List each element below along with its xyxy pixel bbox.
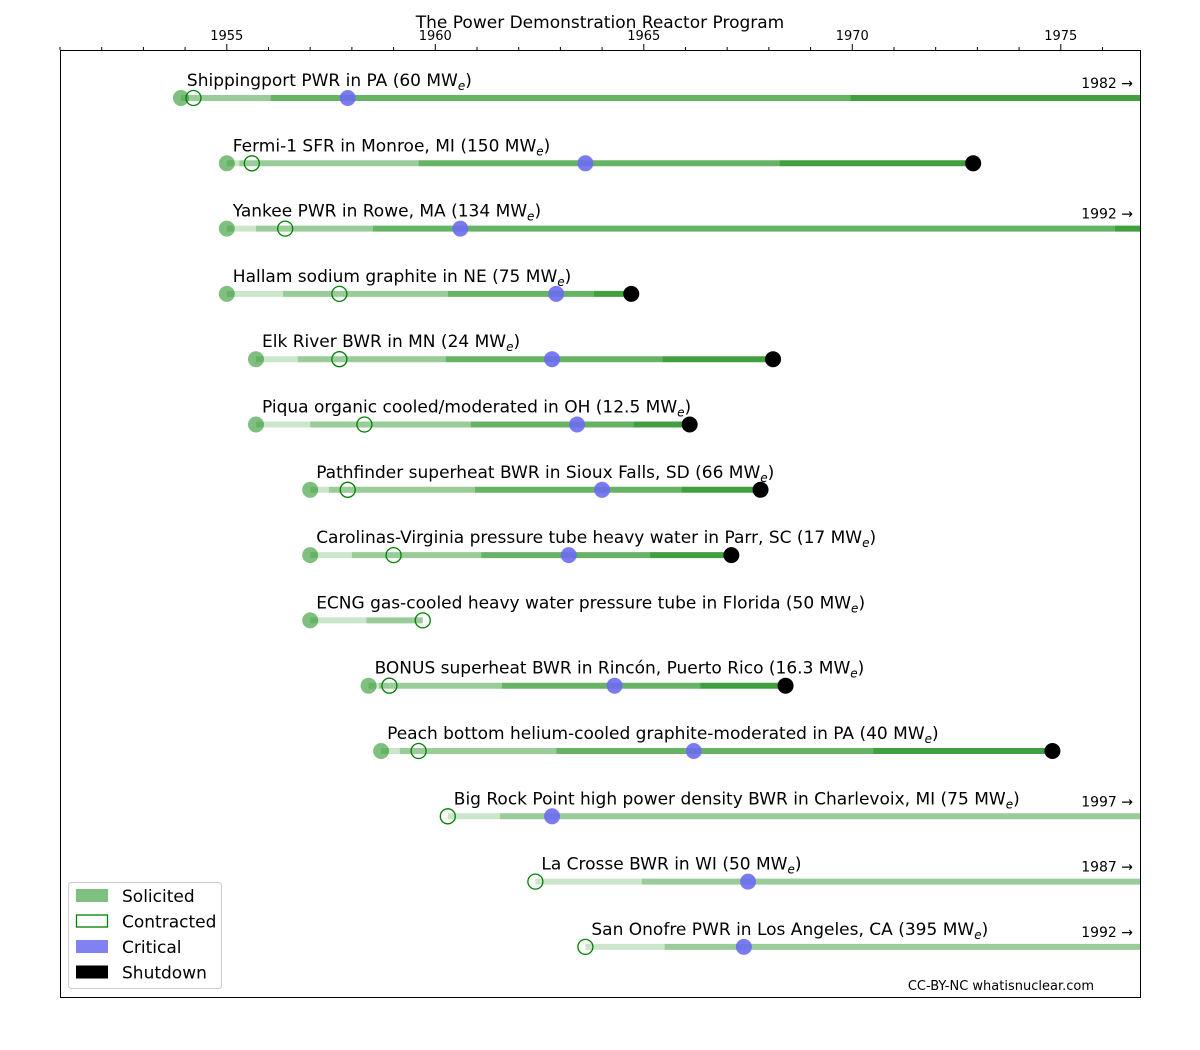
reactor-label: San Onofre PWR in Los Angeles, CA (395 M… — [591, 920, 988, 942]
critical-marker — [740, 873, 757, 890]
reactor-row: Hallam sodium graphite in NE (75 MWe) — [218, 267, 640, 303]
shutdown-marker — [777, 677, 794, 694]
shutdown-marker — [623, 285, 640, 302]
shutdown-year-label: 1987 → — [1081, 860, 1133, 876]
contracted-marker — [243, 155, 260, 172]
legend-label: Critical — [122, 938, 181, 958]
legend-label: Solicited — [122, 887, 195, 907]
reactor-label: Carolinas-Virginia pressure tube heavy w… — [316, 528, 876, 550]
solicited-marker — [373, 743, 390, 759]
reactor-label: Peach bottom helium-cooled graphite-mode… — [387, 724, 939, 746]
reactor-label: BONUS superheat BWR in Rincón, Puerto Ri… — [375, 659, 865, 681]
reactor-label: Shippingport PWR in PA (60 MWe) — [187, 71, 472, 93]
reactor-row: Carolinas-Virginia pressure tube heavy w… — [302, 528, 876, 564]
reactor-label: Fermi-1 SFR in Monroe, MI (150 MWe) — [233, 136, 551, 158]
contracted-marker — [439, 808, 456, 825]
reactor-row: San Onofre PWR in Los Angeles, CA (395 M… — [577, 920, 1140, 956]
reactor-row: Elk River BWR in MN (24 MWe) — [247, 332, 782, 368]
reactor-row: Peach bottom helium-cooled graphite-mode… — [373, 724, 1061, 760]
critical-marker — [577, 155, 594, 172]
reactor-row: BONUS superheat BWR in Rincón, Puerto Ri… — [360, 659, 865, 694]
contracted-marker — [331, 285, 348, 303]
reactor-row: ECNG gas-cooled heavy water pressure tub… — [302, 593, 865, 629]
contracted-marker — [527, 873, 544, 890]
shutdown-marker — [1044, 743, 1061, 759]
contracted-marker — [385, 546, 402, 564]
solicited-marker — [218, 285, 235, 302]
critical-marker — [452, 220, 469, 237]
reactor-row: La Crosse BWR in WI (50 MWe) 1987 → — [527, 855, 1140, 890]
critical-marker — [560, 547, 577, 564]
legend-swatch-critical — [76, 940, 108, 953]
x-tick-label: 1955 — [210, 29, 243, 44]
contracted-marker — [356, 416, 373, 433]
critical-marker — [594, 481, 611, 498]
shutdown-year-label: 1997 → — [1081, 794, 1133, 810]
shutdown-marker — [765, 351, 782, 368]
solicited-marker — [218, 220, 235, 237]
reactor-row: Fermi-1 SFR in Monroe, MI (150 MWe) — [218, 136, 982, 172]
reactor-label: Piqua organic cooled/moderated in OH (12… — [262, 398, 691, 420]
shutdown-marker — [752, 481, 769, 498]
reactor-label: ECNG gas-cooled heavy water pressure tub… — [316, 593, 865, 615]
solicited-marker — [360, 677, 377, 694]
shutdown-marker — [681, 416, 698, 433]
legend-swatch-solicited — [76, 889, 108, 902]
critical-marker — [685, 743, 702, 759]
reactor-row: Yankee PWR in Rowe, MA (134 MWe) 1992 → — [218, 202, 1140, 237]
contracted-marker — [381, 677, 398, 694]
critical-marker — [544, 808, 561, 825]
solicited-marker — [218, 155, 235, 172]
solicited-marker — [302, 612, 319, 629]
legend-box — [68, 882, 222, 989]
solicited-marker — [247, 351, 264, 368]
x-tick-label: 1965 — [627, 29, 660, 44]
contracted-marker — [277, 220, 294, 237]
legend-swatch-shutdown — [76, 965, 108, 979]
legend-label: Contracted — [122, 913, 216, 933]
reactor-row: Big Rock Point high power density BWR in… — [439, 789, 1140, 825]
contracted-marker — [331, 351, 348, 368]
contracted-marker — [185, 89, 202, 107]
solicited-marker — [302, 547, 319, 564]
legend-swatch-contracted — [75, 914, 109, 928]
credit-text: CC-BY-NC whatisnuclear.com — [908, 979, 1094, 994]
critical-marker — [606, 677, 623, 694]
critical-marker — [339, 90, 356, 106]
shutdown-year-label: 1992 → — [1081, 925, 1133, 941]
reactor-row: Pathfinder superheat BWR in Sioux Falls,… — [302, 463, 774, 498]
shutdown-marker — [965, 155, 982, 172]
critical-marker — [544, 351, 561, 368]
solicited-marker — [247, 416, 264, 433]
chart-title: The Power Demonstration Reactor Program — [415, 13, 784, 33]
critical-marker — [548, 285, 565, 302]
contracted-marker — [414, 612, 431, 629]
x-tick-label: 1960 — [419, 29, 452, 44]
contracted-marker — [339, 481, 356, 498]
contracted-marker — [410, 742, 427, 760]
x-tick-label: 1970 — [836, 29, 869, 44]
shutdown-year-label: 1982 → — [1081, 76, 1133, 92]
critical-marker — [569, 416, 586, 433]
critical-marker — [735, 938, 752, 955]
shutdown-marker — [723, 547, 740, 564]
solicited-marker — [172, 90, 189, 106]
reactor-label: Hallam sodium graphite in NE (75 MWe) — [233, 267, 572, 289]
reactor-label: La Crosse BWR in WI (50 MWe) — [541, 855, 801, 877]
reactor-label: Yankee PWR in Rowe, MA (134 MWe) — [232, 202, 541, 224]
plot-frame — [60, 50, 1141, 998]
reactor-label: Big Rock Point high power density BWR in… — [454, 789, 1020, 811]
reactor-label: Elk River BWR in MN (24 MWe) — [262, 332, 520, 354]
x-tick-label: 1975 — [1044, 29, 1077, 44]
reactor-label: Pathfinder superheat BWR in Sioux Falls,… — [316, 463, 774, 485]
solicited-marker — [302, 481, 319, 498]
shutdown-year-label: 1992 → — [1081, 207, 1133, 223]
legend-label: Shutdown — [122, 964, 207, 984]
contracted-marker — [577, 938, 594, 956]
reactor-row: Piqua organic cooled/moderated in OH (12… — [247, 398, 698, 433]
reactor-row: Shippingport PWR in PA (60 MWe) 1982 → — [172, 71, 1140, 107]
